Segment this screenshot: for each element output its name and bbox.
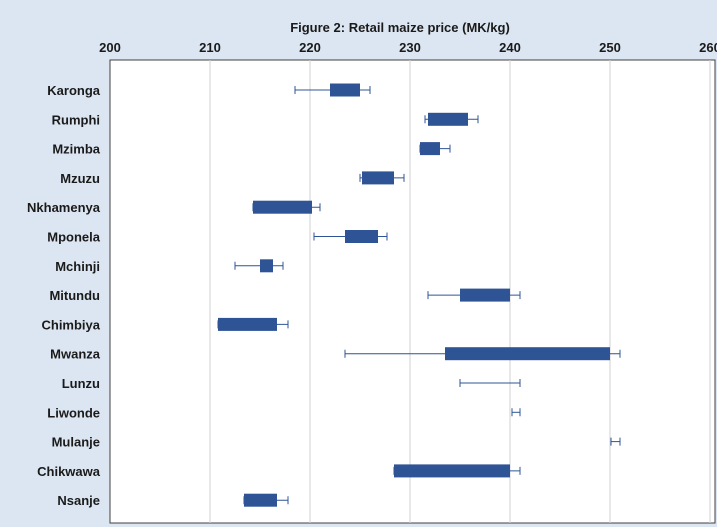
box-body: [445, 347, 610, 361]
box-body: [345, 230, 378, 243]
category-label: Mchinji: [55, 259, 100, 274]
box-mchinji: [234, 259, 284, 273]
box-body: [253, 200, 312, 214]
box-body: [260, 259, 273, 273]
box-mzimba: [419, 142, 451, 156]
x-axis-ticks: 200 210 220 230 240 250 260: [99, 40, 717, 55]
x-tick-label: 240: [499, 40, 521, 55]
box-body: [362, 171, 394, 185]
category-label: Karonga: [47, 83, 101, 98]
box-mitundu: [427, 288, 521, 302]
category-label: Nsanje: [57, 493, 100, 508]
category-label: Mzimba: [52, 142, 100, 157]
category-labels: Karonga Rumphi Mzimba Mzuzu Nkhamenya Mponela…: [27, 83, 101, 508]
category-label: Lunzu: [62, 376, 100, 391]
box-mzuzu: [359, 171, 405, 185]
category-label: Liwonde: [47, 405, 100, 420]
category-label: Mitundu: [49, 288, 100, 303]
chart-title: Figure 2: Retail maize price (MK/kg): [290, 20, 510, 35]
gridlines: [209, 60, 711, 523]
box-body: [244, 493, 277, 507]
box-body: [428, 112, 468, 126]
box-body: [218, 317, 277, 331]
category-label: Rumphi: [52, 112, 100, 127]
box-chimbiya: [217, 317, 289, 331]
box-liwonde: [511, 408, 521, 417]
category-label: Mzuzu: [60, 171, 100, 186]
box-mulanje: [610, 437, 621, 446]
plot-area: [109, 59, 716, 524]
category-label: Mponela: [47, 230, 100, 245]
box-nkhamenya: [252, 200, 321, 214]
category-label: Chikwawa: [37, 464, 101, 479]
box-body: [394, 464, 510, 478]
category-label: Mwanza: [50, 347, 101, 362]
category-label: Nkhamenya: [27, 200, 101, 215]
box-chikwawa: [393, 464, 521, 478]
box-body: [460, 288, 510, 302]
category-label: Chimbiya: [41, 317, 100, 332]
x-tick-label: 230: [399, 40, 421, 55]
box-karonga: [294, 83, 371, 97]
box-body: [420, 142, 440, 156]
box-rumphi: [424, 112, 479, 126]
x-tick-label: 200: [99, 40, 121, 55]
box-mponela: [313, 230, 388, 243]
x-tick-label: 210: [199, 40, 221, 55]
box-mwanza: [344, 347, 621, 361]
box-nsanje: [243, 493, 289, 507]
category-label: Mulanje: [52, 435, 100, 450]
x-tick-label: 260: [699, 40, 717, 55]
x-tick-label: 250: [599, 40, 621, 55]
box-marks: [217, 83, 621, 507]
box-lunzu: [459, 379, 521, 387]
box-body: [330, 83, 360, 97]
x-tick-label: 220: [299, 40, 321, 55]
